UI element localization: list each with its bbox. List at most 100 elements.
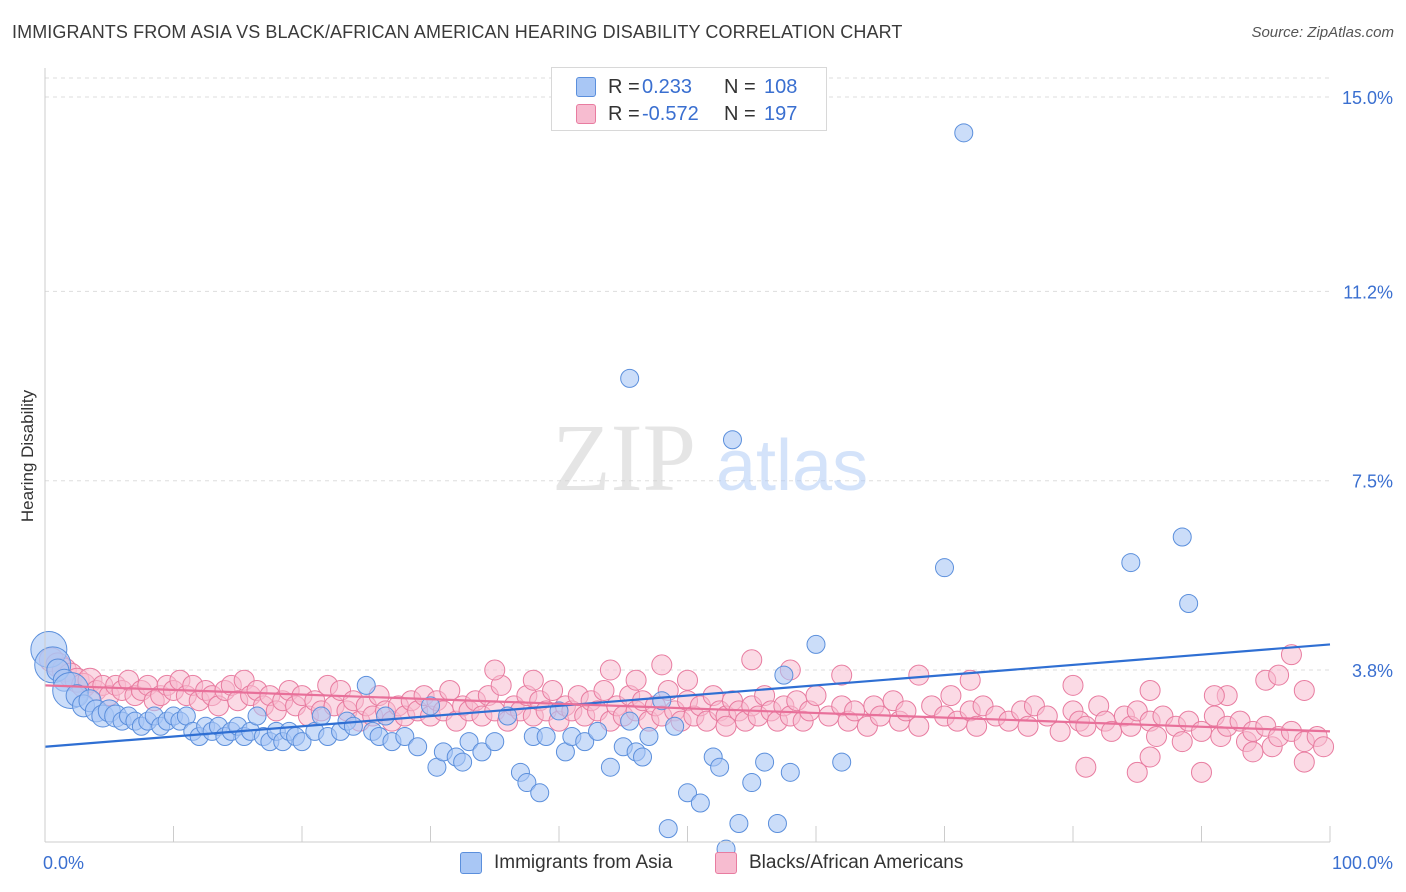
point-black-136	[966, 715, 988, 737]
point-asia-67	[536, 727, 556, 747]
legend-r-value-black: -0.572	[642, 102, 699, 125]
legend-r-label: R =	[608, 102, 640, 125]
point-black-147	[1075, 715, 1097, 737]
point-black-86	[593, 679, 615, 701]
point-black-190	[1280, 644, 1302, 666]
point-black-174	[484, 659, 506, 681]
point-black-185	[1062, 674, 1084, 696]
y-tick-label-2: 7.5%	[1352, 472, 1393, 492]
point-black-184	[959, 669, 981, 691]
point-black-183	[908, 664, 930, 686]
point-asia-54	[421, 696, 440, 716]
point-asia-52	[395, 727, 415, 747]
point-asia-62	[498, 706, 518, 726]
legend-box: R = 0.233 N = 108 R = -0.572 N = 197	[551, 67, 827, 131]
point-asia-97	[1121, 553, 1141, 573]
x-tick-label-left: 0.0%	[43, 853, 84, 873]
point-asia-94	[832, 752, 852, 772]
point-asia-93	[806, 634, 826, 654]
point-asia-100	[935, 558, 954, 578]
point-black-78	[542, 679, 564, 701]
point-black-191	[1268, 664, 1290, 686]
bottom-legend: Immigrants from Asia Blacks/African Amer…	[0, 852, 1406, 878]
point-asia-50	[376, 706, 396, 726]
point-asia-101	[954, 123, 974, 143]
point-asia-77	[633, 747, 653, 767]
legend-n-label: N =	[724, 75, 756, 98]
chart-source: Source: ZipAtlas.com	[1251, 24, 1394, 41]
point-black-199	[715, 715, 737, 737]
point-black-192	[1203, 685, 1225, 707]
point-asia-42	[311, 706, 331, 726]
legend-r-label: R =	[608, 75, 640, 98]
trendline-black	[44, 684, 1331, 733]
point-black-180	[741, 649, 763, 671]
point-asia-47	[356, 675, 376, 695]
bottom-legend-asia: Immigrants from Asia	[460, 852, 672, 874]
point-black-198	[1293, 751, 1315, 773]
point-asia-78	[639, 727, 659, 747]
blue-series-points	[30, 123, 1199, 859]
point-asia-90	[767, 813, 787, 833]
y-tick-label-3: 3.8%	[1352, 661, 1393, 681]
point-asia-71	[575, 732, 595, 752]
point-asia-46	[343, 716, 363, 736]
point-asia-40	[292, 732, 312, 752]
watermark: ZIP atlas	[552, 404, 868, 511]
legend-n-label: N =	[724, 102, 756, 125]
point-asia-66	[530, 783, 550, 803]
legend-swatch-asia	[576, 77, 596, 97]
point-asia-88	[742, 773, 762, 793]
point-black-158	[1171, 731, 1193, 753]
legend-r-value-asia: 0.233	[642, 75, 693, 98]
point-asia-89	[755, 752, 775, 772]
point-black-177	[625, 669, 647, 691]
watermark-zip: ZIP	[552, 404, 696, 511]
point-asia-83	[690, 793, 710, 813]
point-asia-59	[459, 732, 479, 752]
point-black-173	[1313, 736, 1335, 758]
point-black-133	[940, 685, 962, 707]
legend-n-value-black: 197	[764, 102, 798, 125]
point-asia-80	[658, 819, 678, 839]
point-black-175	[522, 669, 544, 691]
y-axis-label: Hearing Disability	[18, 389, 37, 522]
y-tick-label-0: 15.0%	[1342, 88, 1393, 108]
point-asia-91	[774, 665, 794, 685]
point-black-186	[1139, 679, 1161, 701]
point-black-119	[805, 685, 827, 707]
point-black-144	[1049, 720, 1071, 742]
point-black-130	[908, 715, 930, 737]
trend-lines	[44, 643, 1331, 748]
point-asia-60	[472, 742, 492, 762]
point-black-179	[677, 669, 698, 691]
point-asia-72	[588, 721, 608, 741]
bottom-legend-black: Blacks/African Americans	[715, 852, 963, 874]
point-black-176	[599, 659, 621, 681]
point-asia-82	[678, 783, 697, 803]
point-black-150	[1101, 720, 1123, 742]
point-black-193	[1075, 756, 1097, 778]
y-tick-label-1: 11.2%	[1343, 282, 1393, 302]
grid-layer	[45, 77, 1330, 671]
trendline-asia	[44, 643, 1331, 748]
point-asia-92	[780, 762, 800, 782]
axes: 15.0% 11.2% 7.5% 3.8% 0.0% 100.0%	[43, 68, 1393, 873]
point-black-178	[651, 654, 673, 676]
pink-series-points	[38, 644, 1335, 783]
point-black-195	[1139, 746, 1161, 768]
point-asia-81	[665, 716, 685, 736]
legend-row-black: R = -0.572 N = 197	[576, 101, 797, 127]
point-black-197	[1242, 741, 1264, 763]
point-asia-53	[408, 737, 428, 757]
bottom-legend-swatch-asia	[460, 852, 482, 874]
point-black-182	[831, 664, 853, 686]
point-asia-87	[729, 813, 749, 833]
point-asia-99	[1179, 593, 1199, 613]
point-black-194	[1126, 761, 1148, 783]
bottom-legend-label-black: Blacks/African Americans	[749, 852, 964, 873]
point-asia-96	[722, 430, 742, 450]
point-asia-61	[485, 732, 505, 752]
point-asia-33	[247, 706, 267, 726]
point-asia-73	[600, 757, 620, 777]
